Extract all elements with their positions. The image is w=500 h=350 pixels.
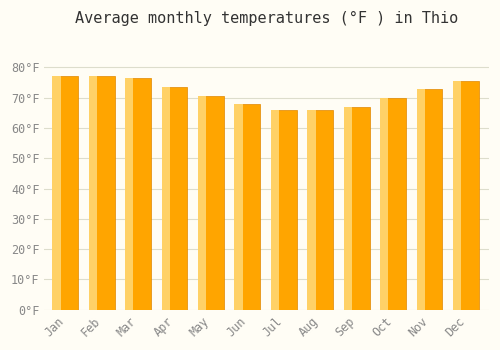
Bar — [310, 110, 333, 310]
Bar — [234, 104, 242, 310]
Bar — [307, 110, 316, 310]
Bar — [416, 89, 425, 310]
Bar — [91, 76, 114, 310]
Bar — [273, 110, 296, 310]
Bar — [52, 76, 60, 310]
Bar — [198, 96, 206, 310]
Bar — [380, 98, 388, 310]
Bar — [455, 81, 479, 310]
Bar — [54, 76, 78, 310]
Bar — [200, 96, 224, 310]
Bar — [88, 76, 97, 310]
Title: Average monthly temperatures (°F ) in Thio: Average monthly temperatures (°F ) in Th… — [75, 11, 458, 26]
Bar — [162, 87, 170, 310]
Bar — [346, 107, 370, 310]
Bar — [236, 104, 260, 310]
Bar — [419, 89, 442, 310]
Bar — [128, 78, 151, 310]
Bar — [164, 87, 188, 310]
Bar — [344, 107, 352, 310]
Bar — [271, 110, 279, 310]
Bar — [125, 78, 134, 310]
Bar — [382, 98, 406, 310]
Bar — [453, 81, 461, 310]
